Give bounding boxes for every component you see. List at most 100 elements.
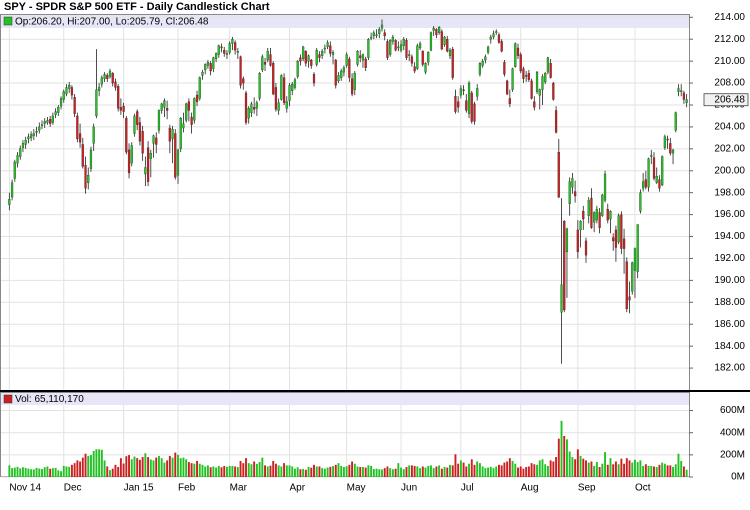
volume-bar — [182, 457, 185, 477]
volume-bar — [70, 464, 73, 477]
volume-bar — [87, 455, 90, 477]
volume-bar — [239, 460, 242, 477]
candle-body — [402, 39, 405, 46]
volume-bar — [424, 467, 427, 477]
volume-bar — [372, 469, 375, 477]
volume-bar — [163, 462, 166, 477]
candle-body — [310, 59, 313, 66]
y-tick-label: 198.00 — [714, 187, 745, 198]
candle-body — [242, 78, 245, 84]
volume-bar — [446, 467, 449, 477]
volume-bar — [228, 465, 231, 477]
candle-body — [636, 224, 639, 272]
candle-body — [622, 238, 626, 249]
volume-bar — [76, 460, 79, 477]
candle-body — [443, 36, 446, 45]
candle-body — [209, 63, 212, 72]
volume-bar — [506, 461, 509, 477]
candle-body — [552, 82, 555, 100]
volume-bar — [171, 457, 174, 477]
y-tick-label: 212.00 — [714, 34, 745, 45]
x-tick-label: Jan 15 — [124, 483, 154, 494]
volume-bar — [92, 450, 95, 477]
candle-body — [201, 71, 204, 76]
candle-body — [617, 215, 620, 243]
candle-body — [130, 145, 133, 164]
candle-body — [595, 208, 598, 221]
candle-body — [470, 92, 473, 122]
candle-body — [302, 46, 305, 60]
candle-body — [155, 137, 158, 145]
candle-body — [451, 48, 454, 78]
volume-bar — [117, 467, 120, 477]
volume-bar — [8, 465, 11, 477]
candle-body — [353, 73, 356, 90]
volume-bar — [400, 467, 402, 477]
volume-bar — [468, 463, 470, 477]
volume-bar — [560, 420, 563, 477]
volume-bar — [307, 467, 310, 477]
candle-body — [236, 51, 239, 53]
candle-body — [70, 87, 74, 96]
candle-body — [359, 55, 362, 58]
candle-body — [89, 149, 93, 169]
volume-bar — [620, 458, 623, 477]
volume-bar — [421, 466, 424, 477]
candle-body — [337, 75, 340, 82]
volume-bar — [114, 464, 117, 477]
candle-body — [195, 94, 199, 102]
candle-body — [54, 111, 57, 116]
volume-bar — [552, 461, 555, 477]
volume-bar — [345, 466, 348, 477]
volume-bar — [370, 465, 373, 477]
volume-bar — [258, 462, 261, 477]
candle-body — [277, 102, 280, 111]
candle-body — [481, 60, 484, 66]
volume-legend-text: Vol: 65,110,170 — [15, 394, 84, 405]
volume-bar — [261, 457, 264, 477]
candle-body — [435, 29, 438, 35]
volume-bar — [60, 471, 62, 477]
volume-bar — [459, 460, 462, 477]
candle-body — [658, 179, 661, 189]
volume-bar — [266, 466, 269, 477]
volume-bar — [130, 459, 133, 477]
volume-bar — [204, 466, 207, 477]
volume-bar — [473, 464, 476, 477]
candle-body — [217, 45, 220, 55]
candle-body — [644, 179, 647, 188]
candle-body — [157, 110, 161, 131]
volume-bar — [590, 461, 593, 477]
volume-bar — [625, 458, 628, 477]
candle-body — [625, 261, 628, 310]
volume-bar — [672, 467, 674, 477]
candle-body — [315, 50, 318, 65]
volume-bar — [669, 465, 672, 477]
candle-body — [65, 87, 68, 95]
candle-body — [655, 176, 658, 183]
candle-body — [628, 296, 631, 301]
candle-body — [620, 214, 623, 249]
legend-swatch — [3, 16, 13, 26]
volume-bar — [277, 465, 280, 477]
candle-body — [364, 58, 367, 68]
volume-bar — [438, 465, 441, 477]
volume-bar — [32, 469, 35, 477]
volume-bar — [650, 465, 653, 477]
volume-bar — [236, 467, 239, 477]
volume-bar — [557, 438, 560, 477]
candle-body — [190, 116, 193, 125]
volume-bar — [41, 469, 43, 477]
volume-bar — [288, 465, 291, 477]
candle-body — [163, 100, 166, 108]
volume-bar — [155, 457, 158, 477]
candle-body — [446, 39, 449, 52]
volume-bar — [601, 463, 604, 477]
candle-body — [185, 103, 188, 121]
volume-bar — [231, 465, 234, 477]
volume-bar — [255, 463, 258, 477]
candle-body — [511, 68, 514, 90]
volume-bar — [356, 466, 359, 477]
volume-bar — [495, 466, 498, 477]
candle-body — [593, 212, 596, 223]
